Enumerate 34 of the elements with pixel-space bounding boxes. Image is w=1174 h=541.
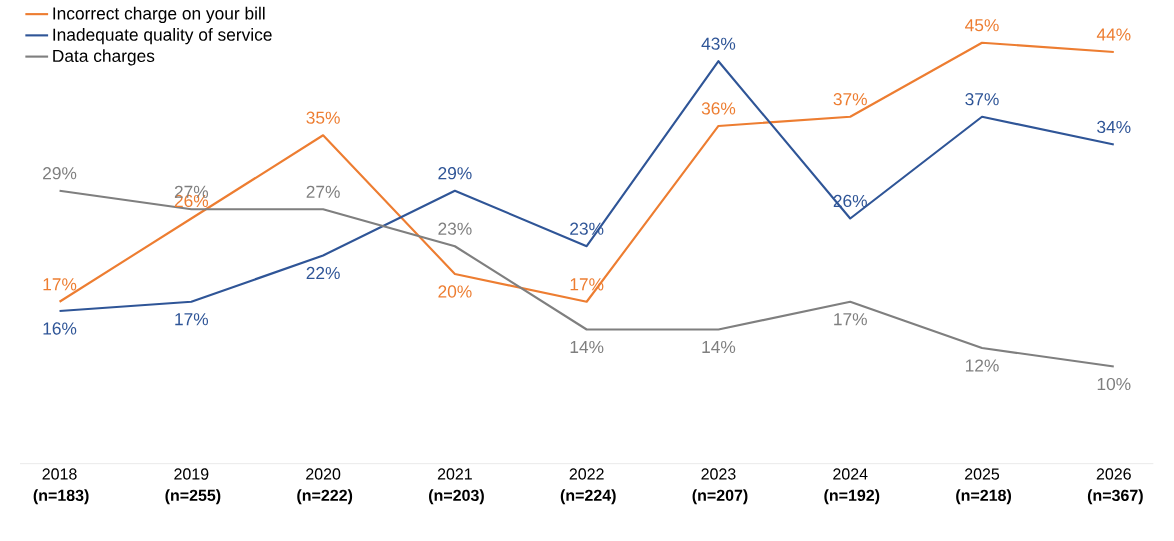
x-tick-label: 2024 (n=192) (824, 468, 880, 505)
data-label: 22% (306, 266, 340, 280)
data-label: 44% (1096, 28, 1131, 41)
data-label: 14% (702, 340, 736, 354)
data-label: 37% (833, 93, 867, 106)
data-label: 16% (43, 322, 77, 335)
data-label: 35% (306, 111, 340, 124)
data-label: 45% (965, 19, 999, 32)
data-label: 10% (1097, 377, 1131, 391)
data-label: 23% (438, 222, 472, 235)
legend-label: Data charges (53, 49, 155, 66)
data-label: 17% (834, 313, 867, 326)
data-label: 12% (965, 359, 999, 372)
data-label: 36% (701, 102, 736, 115)
data-label: 34% (1097, 120, 1131, 134)
legend-label: Inadequate quality of service (53, 28, 272, 45)
data-label: 29% (43, 167, 77, 180)
data-label: 17% (43, 278, 77, 291)
x-tick-label: 2026 (n=367) (1087, 468, 1143, 505)
x-tick-label: 2019 (n=255) (165, 468, 221, 505)
x-tick-label: 2025 (n=218) (956, 468, 1012, 505)
data-label: 20% (438, 285, 472, 298)
data-label: 27% (306, 185, 340, 198)
x-tick-label: 2021 (n=203) (429, 468, 484, 505)
data-label: 43% (701, 37, 736, 50)
x-tick-label: 2020 (n=222) (297, 468, 353, 505)
data-label: 17% (175, 313, 209, 326)
x-tick-label: 2022 (n=224) (560, 468, 616, 505)
x-tick-label: 2018 (n=183) (33, 468, 89, 505)
data-label: 14% (570, 340, 604, 354)
data-label: 37% (965, 93, 999, 106)
legend-label: Incorrect charge on your bill (53, 6, 265, 24)
x-tick-label: 2023 (n=207) (692, 468, 748, 505)
data-label: 29% (438, 167, 472, 180)
